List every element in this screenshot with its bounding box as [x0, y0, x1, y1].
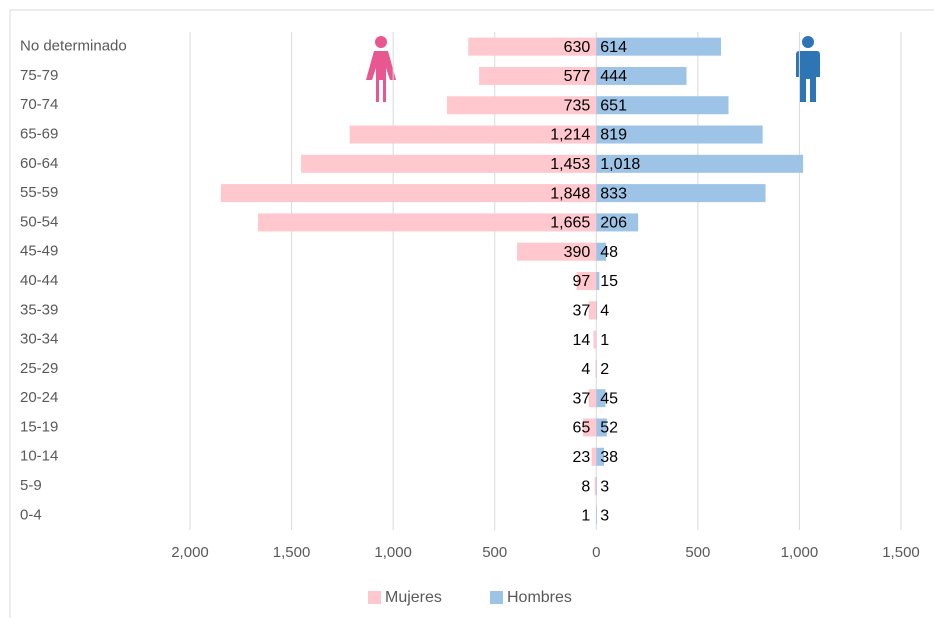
legend-swatch: [490, 591, 503, 604]
male-icon: [796, 36, 820, 102]
bar: [349, 125, 597, 144]
bar: [596, 242, 607, 261]
legend-label: Hombres: [507, 589, 572, 606]
bar: [596, 184, 766, 203]
data-label: 37: [572, 390, 590, 407]
y-tick-label: 30-34: [20, 331, 58, 348]
data-label: 65: [572, 420, 590, 437]
bar: [596, 66, 687, 85]
bar: [479, 66, 597, 85]
data-label: 630: [564, 39, 591, 56]
y-tick-label: 60-64: [20, 155, 58, 172]
data-label: 3: [600, 508, 609, 525]
bar: [596, 389, 606, 408]
bar: [576, 272, 597, 290]
data-label: 1,018: [600, 156, 640, 173]
data-label: 577: [564, 68, 591, 85]
data-label: 2: [600, 361, 609, 378]
y-tick-label: 45-49: [20, 243, 58, 260]
data-label: 23: [572, 449, 590, 466]
y-tick-label: 20-24: [20, 389, 58, 406]
y-tick-label: 55-59: [20, 184, 58, 201]
x-tick-label: 1,000: [781, 544, 819, 561]
bar: [596, 301, 598, 320]
bar: [596, 154, 804, 173]
bar: [596, 477, 597, 496]
data-label: 1: [581, 508, 590, 525]
x-tick-label: 0: [592, 544, 600, 561]
bar: [596, 125, 763, 144]
bar: [301, 154, 597, 173]
legend-label: Mujeres: [385, 589, 442, 606]
y-tick-label: 15-19: [20, 418, 58, 435]
data-label: 4: [600, 303, 609, 320]
bar: [220, 184, 597, 203]
data-label: 390: [564, 244, 591, 261]
data-label: 38: [600, 449, 618, 466]
legend-swatch: [368, 591, 381, 604]
chart-border: [9, 9, 934, 618]
data-label: 48: [600, 244, 618, 261]
bar: [596, 418, 607, 437]
bar: [588, 389, 597, 408]
data-label: 819: [600, 127, 627, 144]
y-tick-label: 65-69: [20, 125, 58, 142]
data-label: 1,453: [550, 156, 590, 173]
data-label: 4: [581, 361, 590, 378]
data-label: 735: [564, 97, 591, 114]
data-label: 3: [600, 478, 609, 495]
bar: [596, 506, 597, 525]
x-tick-label: 500: [685, 544, 710, 561]
data-label: 52: [600, 420, 618, 437]
data-label: 1,848: [550, 185, 590, 202]
data-label: 8: [581, 478, 590, 495]
y-tick-label: 35-39: [20, 301, 58, 318]
data-label: 97: [572, 273, 590, 290]
y-tick-label: 5-9: [20, 477, 42, 494]
data-label: 614: [600, 39, 627, 56]
data-label: 1: [600, 332, 609, 349]
x-tick-label: 1,500: [882, 544, 920, 561]
bar: [593, 330, 597, 349]
y-tick-label: 25-29: [20, 360, 58, 377]
y-tick-label: No determinado: [20, 38, 127, 55]
data-label: 1,665: [550, 215, 590, 232]
bar: [517, 242, 597, 261]
data-label: 37: [572, 303, 590, 320]
data-label: 15: [600, 273, 618, 290]
bar: [596, 37, 722, 56]
bar: [595, 359, 597, 378]
x-tick-label: 500: [482, 544, 507, 561]
y-tick-label: 0-4: [20, 506, 42, 523]
y-tick-label: 50-54: [20, 213, 58, 230]
bar: [588, 301, 597, 320]
data-label: 206: [600, 215, 627, 232]
y-tick-label: 10-14: [20, 448, 58, 465]
data-label: 45: [600, 390, 618, 407]
bar: [596, 213, 639, 232]
bar: [591, 447, 597, 466]
y-tick-label: 40-44: [20, 272, 58, 289]
data-label: 833: [600, 185, 627, 202]
y-tick-label: 70-74: [20, 96, 58, 113]
bar: [583, 418, 597, 437]
bar: [596, 96, 729, 115]
data-label: 1,214: [550, 127, 590, 144]
data-label: 651: [600, 97, 627, 114]
bar: [596, 447, 605, 466]
bar: [258, 213, 597, 232]
bar: [468, 37, 597, 56]
bar: [594, 477, 597, 496]
y-tick-label: 75-79: [20, 67, 58, 84]
data-label: 14: [572, 332, 590, 349]
female-icon: [366, 36, 396, 102]
data-label: 444: [600, 68, 627, 85]
bar: [596, 272, 600, 290]
bar: [446, 96, 597, 115]
x-tick-label: 2,000: [171, 544, 209, 561]
x-tick-label: 1,000: [374, 544, 412, 561]
x-tick-label: 1,500: [273, 544, 311, 561]
